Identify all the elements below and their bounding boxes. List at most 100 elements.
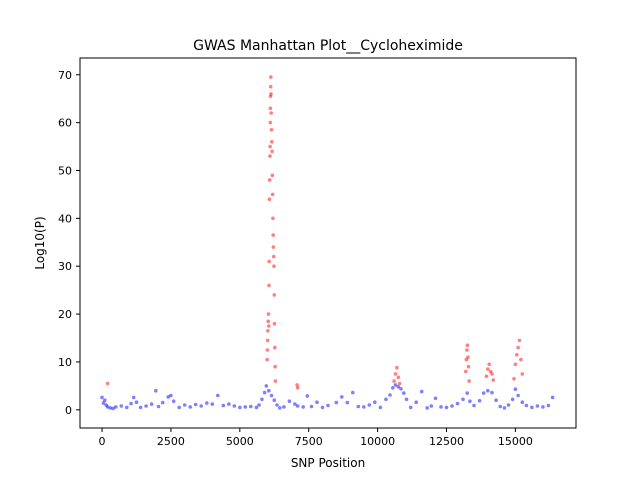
data-point <box>362 405 366 409</box>
x-axis-label: SNP Position <box>291 456 365 470</box>
data-point <box>111 406 115 411</box>
data-point <box>402 391 406 395</box>
x-tick-label: 10000 <box>360 435 395 448</box>
data-point <box>520 372 525 376</box>
data-point <box>396 385 401 389</box>
data-point <box>103 398 107 403</box>
data-point <box>530 405 534 410</box>
y-axis-label: Log10(P) <box>33 216 47 269</box>
data-point <box>272 264 276 269</box>
data-point <box>367 403 372 407</box>
data-point <box>486 388 490 393</box>
data-point <box>414 400 419 405</box>
y-tick-label: 10 <box>58 356 72 369</box>
x-tick-label: 2500 <box>157 435 185 448</box>
data-point <box>105 405 110 409</box>
data-point <box>177 405 181 410</box>
data-point <box>260 397 264 402</box>
data-point <box>465 343 470 348</box>
data-point <box>396 375 401 380</box>
data-point <box>269 111 274 115</box>
data-point <box>125 405 129 410</box>
data-point <box>393 372 398 376</box>
data-point <box>295 404 300 408</box>
data-point <box>282 405 286 409</box>
data-point <box>271 254 276 259</box>
data-point <box>419 389 424 394</box>
data-point <box>397 381 402 386</box>
data-point <box>516 345 520 350</box>
data-point <box>267 178 272 182</box>
data-point <box>345 400 350 405</box>
data-point <box>269 92 273 96</box>
data-point <box>149 402 154 406</box>
data-point <box>466 355 470 360</box>
data-point <box>182 403 187 407</box>
data-point <box>517 338 522 343</box>
data-point <box>477 398 482 403</box>
y-tick-label: 20 <box>58 308 72 321</box>
data-point <box>305 394 310 398</box>
x-tick-label: 0 <box>99 435 106 448</box>
data-point <box>199 404 203 408</box>
data-point <box>515 353 519 357</box>
data-point <box>506 403 511 407</box>
data-point <box>270 192 275 197</box>
data-point <box>238 405 242 410</box>
data-point <box>271 216 275 221</box>
data-point <box>490 390 494 395</box>
data-point <box>498 404 503 409</box>
data-point <box>404 397 409 402</box>
data-point <box>524 403 529 408</box>
data-point <box>262 390 267 395</box>
data-point <box>131 395 136 400</box>
data-point <box>278 406 282 410</box>
data-point <box>108 406 113 410</box>
data-point <box>243 405 248 409</box>
data-point <box>216 393 220 398</box>
x-tick-label: 5000 <box>226 435 254 448</box>
data-point <box>484 374 489 379</box>
data-point <box>270 149 274 154</box>
data-point <box>465 391 470 395</box>
data-point <box>265 357 269 362</box>
data-point <box>156 404 161 409</box>
x-tick-label: 7500 <box>295 435 323 448</box>
data-point <box>519 357 523 362</box>
data-point <box>546 403 551 408</box>
data-point <box>205 401 209 405</box>
data-point <box>295 386 300 390</box>
data-point <box>267 324 271 328</box>
data-point <box>541 405 545 409</box>
data-point <box>267 388 271 393</box>
data-point <box>270 140 274 144</box>
chart-title: GWAS Manhattan Plot__Cycloheximide <box>193 38 463 54</box>
data-point <box>193 402 198 407</box>
data-point <box>254 405 259 410</box>
data-point <box>494 398 498 403</box>
data-point <box>265 348 270 352</box>
y-tick-label: 30 <box>58 260 72 273</box>
data-point <box>510 397 515 402</box>
x-tick-label: 12500 <box>429 435 464 448</box>
data-point <box>373 400 377 405</box>
data-point <box>210 402 215 406</box>
data-point <box>293 402 297 406</box>
data-point <box>487 362 492 367</box>
data-point <box>154 388 158 393</box>
data-point <box>444 405 449 410</box>
data-point <box>450 404 454 408</box>
data-point <box>468 399 472 404</box>
plot-frame <box>79 57 577 429</box>
data-point <box>461 397 465 402</box>
y-tick-label: 70 <box>58 69 72 82</box>
data-point <box>486 367 490 371</box>
data-point <box>429 404 434 408</box>
data-point <box>334 400 339 405</box>
y-tick-label: 40 <box>58 212 72 225</box>
y-tick-label: 60 <box>58 117 72 130</box>
data-point <box>490 372 494 376</box>
data-point <box>392 379 396 383</box>
data-point <box>491 378 496 382</box>
